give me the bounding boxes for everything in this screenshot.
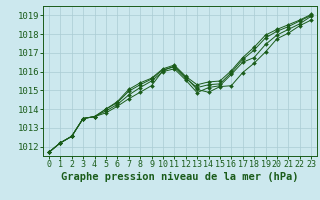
X-axis label: Graphe pression niveau de la mer (hPa): Graphe pression niveau de la mer (hPa)	[61, 172, 299, 182]
